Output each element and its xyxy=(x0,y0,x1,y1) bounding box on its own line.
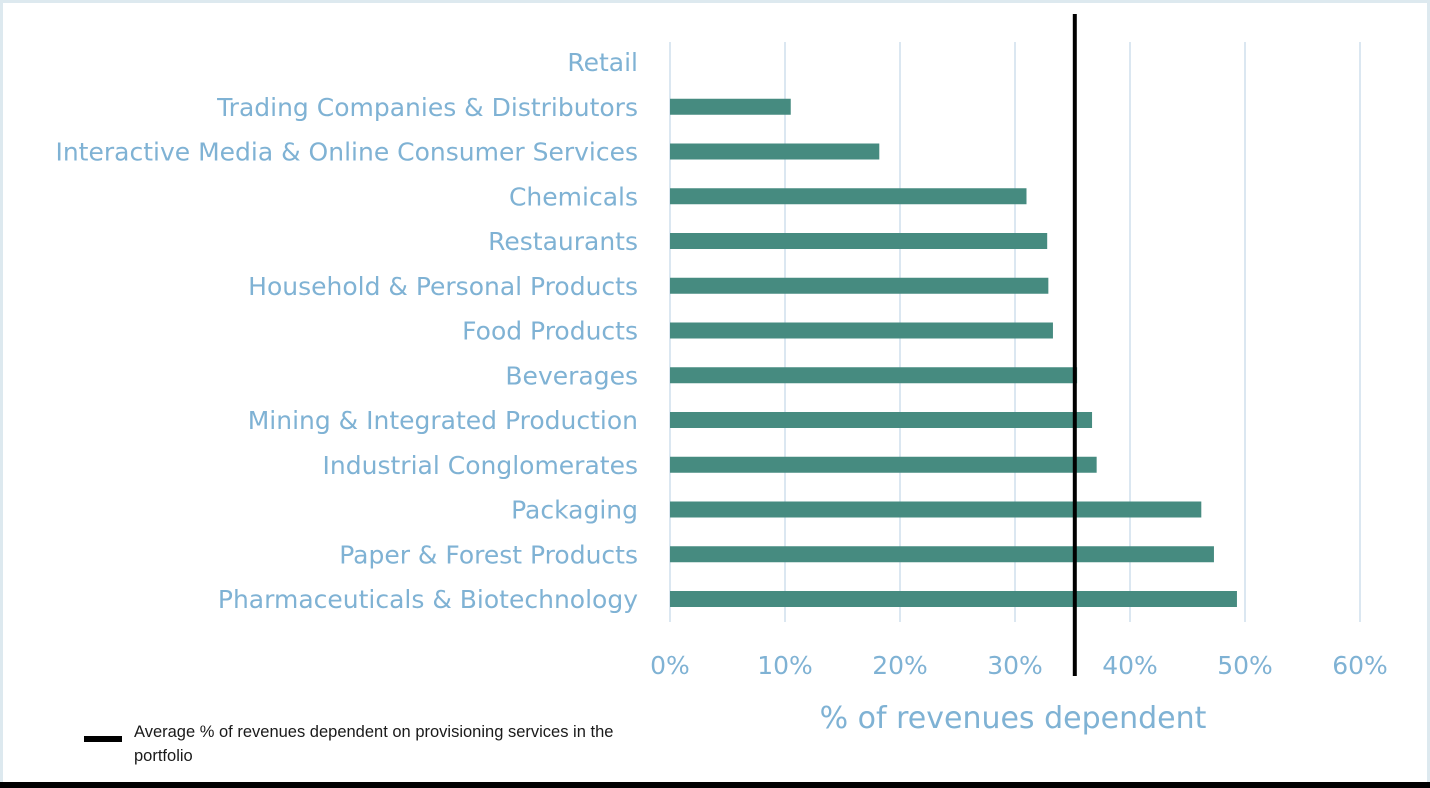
category-labels: Retail Trading Companies & Distributors In… xyxy=(55,48,638,614)
category-label: Packaging xyxy=(511,496,638,525)
category-label: Trading Companies & Distributors xyxy=(216,93,638,122)
x-tick-label: 0% xyxy=(650,651,690,680)
bar xyxy=(670,98,791,115)
bottom-border xyxy=(0,782,1430,788)
category-label: Food Products xyxy=(462,317,638,346)
x-tick-label: 30% xyxy=(987,651,1043,680)
bar xyxy=(670,277,1049,294)
legend-average-line-swatch xyxy=(84,736,122,742)
bar xyxy=(670,591,1237,607)
category-label: Interactive Media & Online Consumer Serv… xyxy=(55,138,638,167)
category-label: Restaurants xyxy=(488,227,638,256)
x-tick-label: 40% xyxy=(1102,651,1158,680)
legend-average-line-label: Average % of revenues dependent on provi… xyxy=(134,723,614,765)
bar xyxy=(670,188,1027,205)
bar xyxy=(670,143,880,160)
bar xyxy=(670,233,1048,249)
category-label: Chemicals xyxy=(509,182,638,211)
category-label: Beverages xyxy=(505,361,638,390)
bar xyxy=(670,322,1053,339)
bar xyxy=(670,367,1078,384)
x-tick-label: 60% xyxy=(1332,651,1388,680)
category-label: Paper & Forest Products xyxy=(339,540,638,569)
x-tick-label: 20% xyxy=(872,651,928,680)
category-label: Household & Personal Products xyxy=(248,272,638,301)
bar xyxy=(670,412,1093,428)
x-tick-label: 50% xyxy=(1217,651,1273,680)
bar xyxy=(670,501,1202,518)
category-label: Mining & Integrated Production xyxy=(248,406,638,435)
x-axis-tick-labels: 0% 10% 20% 30% 40% 50% 60% xyxy=(650,651,1388,680)
bar xyxy=(670,546,1214,563)
category-label: Industrial Conglomerates xyxy=(323,451,638,480)
bar xyxy=(670,456,1097,473)
x-axis-title: % of revenues dependent xyxy=(820,701,1207,736)
x-tick-label: 10% xyxy=(757,651,813,680)
bars xyxy=(670,98,1237,607)
category-label: Pharmaceuticals & Biotechnology xyxy=(218,585,638,614)
category-label: Retail xyxy=(567,48,638,77)
